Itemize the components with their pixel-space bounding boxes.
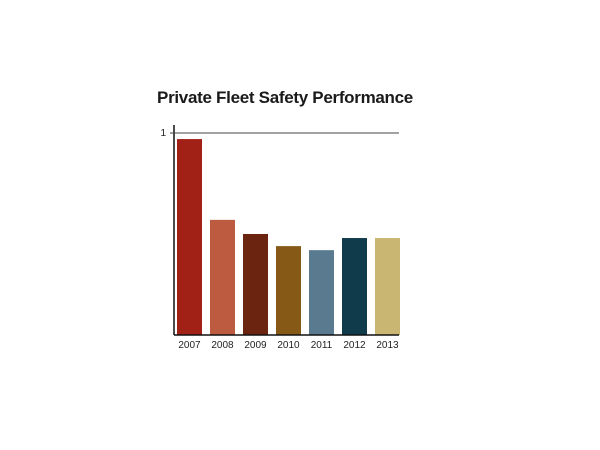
x-tick-label-2007: 2007 (178, 340, 201, 351)
bar-2008 (210, 219, 235, 335)
bars-layer (177, 139, 400, 335)
x-tick-label-2013: 2013 (376, 340, 399, 351)
bar-2013 (375, 238, 400, 335)
x-tick-label-2012: 2012 (343, 340, 366, 351)
bar-2009 (243, 234, 268, 335)
x-tick-label-2008: 2008 (211, 340, 234, 351)
bar-2011 (309, 250, 334, 335)
x-tick-label-2009: 2009 (244, 340, 267, 351)
bar-2012 (342, 238, 367, 335)
bar-2010 (276, 246, 301, 335)
chart-title: Private Fleet Safety Performance (157, 88, 413, 107)
bar-2007 (177, 139, 202, 335)
x-tick-label-2011: 2011 (311, 340, 333, 351)
y-tick-label-0: 1 (160, 128, 166, 139)
x-tick-label-2010: 2010 (277, 340, 300, 351)
y-ticks: 1 (160, 128, 399, 139)
x-tick-labels: 2007 2008 2009 2010 2011 2012 2013 (178, 340, 399, 351)
